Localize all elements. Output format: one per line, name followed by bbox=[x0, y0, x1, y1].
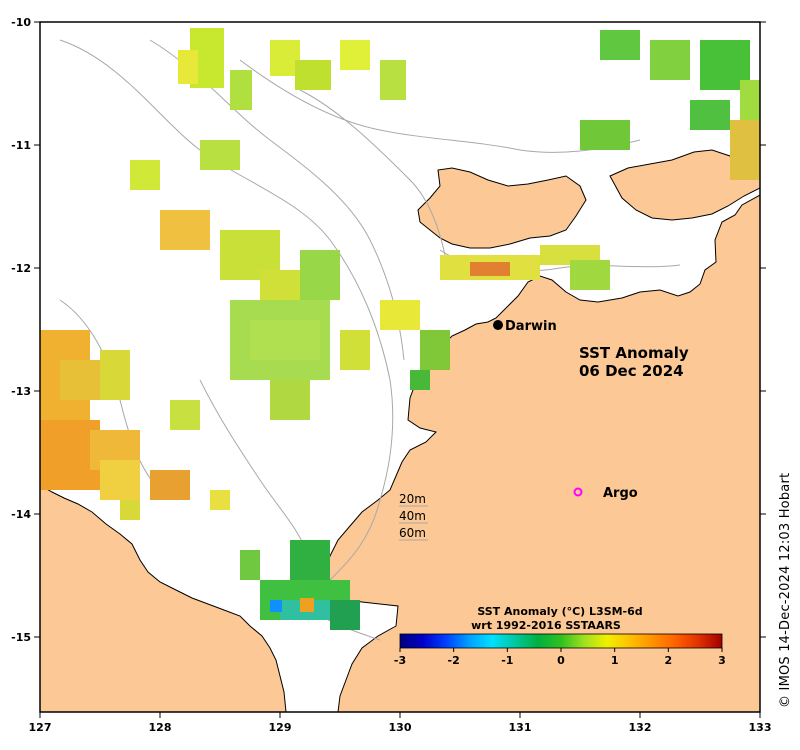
colorbar-tick-label: 2 bbox=[665, 654, 673, 667]
lat-tick-label: -13 bbox=[11, 385, 31, 398]
lat-tick-label: -12 bbox=[11, 262, 31, 275]
colorbar-tick-label: 3 bbox=[718, 654, 726, 667]
depth-40m-label: 40m bbox=[399, 509, 426, 523]
lat-tick-label: -14 bbox=[11, 508, 31, 521]
map-title-line2: 06 Dec 2024 bbox=[579, 362, 684, 380]
colorbar-tick-label: -3 bbox=[394, 654, 406, 667]
latitude-axis: -10 -11 -12 -13 -14 -15 bbox=[11, 16, 766, 644]
colorbar-tick-label: 0 bbox=[557, 654, 565, 667]
map-title-line1: SST Anomaly bbox=[579, 344, 689, 362]
colorbar-tick-label: -2 bbox=[448, 654, 460, 667]
argo-label: Argo bbox=[603, 486, 638, 501]
lon-tick-label: 133 bbox=[749, 721, 772, 734]
colorbar-bar bbox=[399, 633, 723, 649]
credit-text: © IMOS 14-Dec-2024 12:03 Hobart bbox=[778, 472, 793, 708]
lat-tick-label: -15 bbox=[11, 631, 31, 644]
colorbar-tick-label: -1 bbox=[501, 654, 513, 667]
sst-anomaly-pixels bbox=[40, 28, 760, 630]
lon-tick-label: 130 bbox=[389, 721, 412, 734]
colorbar-title-line1: SST Anomaly (°C) L3SM-6d bbox=[477, 605, 642, 618]
lon-tick-label: 128 bbox=[149, 721, 172, 734]
lon-tick-label: 131 bbox=[509, 721, 532, 734]
longitude-axis: 127 128 129 130 131 132 133 bbox=[29, 712, 772, 734]
lat-tick-label: -11 bbox=[11, 139, 31, 152]
colorbar-title-line2: wrt 1992-2016 SSTAARS bbox=[471, 619, 621, 632]
lon-tick-label: 132 bbox=[629, 721, 652, 734]
darwin-marker bbox=[493, 320, 503, 330]
colorbar: SST Anomaly (°C) L3SM-6d wrt 1992-2016 S… bbox=[394, 605, 726, 667]
colorbar-ticks: -3 -2 -1 0 1 2 3 bbox=[394, 648, 726, 667]
depth-20m-label: 20m bbox=[399, 492, 426, 506]
depth-contours bbox=[59, 39, 681, 641]
lon-tick-label: 129 bbox=[269, 721, 292, 734]
lon-tick-label: 127 bbox=[29, 721, 52, 734]
depth-legend: 20m 40m 60m bbox=[399, 492, 428, 541]
land-mass bbox=[40, 149, 760, 712]
colorbar-tick-label: 1 bbox=[611, 654, 619, 667]
lat-tick-label: -10 bbox=[11, 16, 31, 29]
argo-marker-icon bbox=[573, 487, 583, 497]
depth-60m-label: 60m bbox=[399, 526, 426, 540]
darwin-label: Darwin bbox=[505, 319, 557, 334]
